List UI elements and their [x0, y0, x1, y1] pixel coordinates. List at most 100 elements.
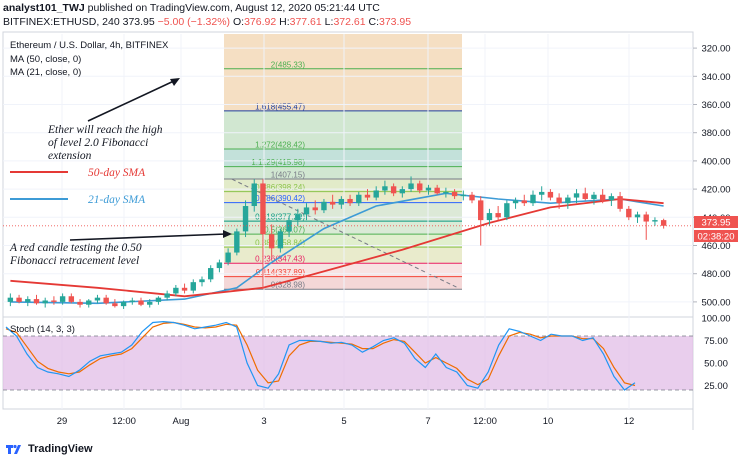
candle-up — [94, 297, 101, 301]
candle-up — [486, 213, 493, 221]
open-label: O: — [232, 16, 245, 28]
countdown-tag — [694, 230, 738, 242]
candle-down — [33, 299, 40, 304]
candle-down — [138, 300, 144, 305]
annotation-top-arrow — [87, 79, 177, 122]
candle-down — [268, 234, 275, 249]
candle-down — [660, 220, 667, 226]
candle-up — [512, 200, 519, 204]
sma50-legend-label: 50-day SMA — [88, 167, 146, 179]
candle-down — [451, 191, 458, 197]
fib-level-label: 1(407.15) — [271, 171, 306, 180]
fib-level-label: 1.618(455.47) — [255, 102, 305, 111]
fib-level-label: 0.5(368.07) — [264, 226, 305, 235]
y-tick-label: 320.00 — [701, 44, 730, 55]
candle-down — [417, 183, 423, 191]
y-tick-label: 400.00 — [701, 156, 730, 167]
x-tick-label: 29 — [57, 416, 68, 427]
candle-up — [251, 183, 257, 207]
candle-down — [103, 297, 109, 304]
fibonacci-extension[interactable]: 2(485.33) 1.618(455.47) 1.272(428.42) 1.112… — [224, 34, 462, 290]
candle-up — [129, 300, 136, 302]
candle-up — [382, 186, 388, 191]
publish-date-text: published on TradingView.com, August 12,… — [84, 2, 380, 14]
high-value: 377.61 — [289, 16, 322, 28]
candle-down — [16, 297, 22, 302]
candle-up — [321, 201, 327, 211]
candle-up — [207, 268, 214, 280]
candle-up — [234, 231, 240, 253]
candle-down — [181, 287, 188, 291]
annotation-bottom: A red candle testing the 0.50 Fibonacci … — [9, 242, 142, 267]
candle-up — [565, 197, 571, 204]
stoch-band — [3, 336, 693, 390]
fib-level-label: 1.272(428.42) — [255, 141, 305, 150]
sma50-line — [10, 198, 664, 298]
candle-up — [42, 300, 48, 304]
y-tick-label: 480.00 — [701, 269, 730, 280]
candle-down — [68, 296, 75, 302]
stoch-y-tick-label: 75.00 — [704, 336, 728, 347]
annotation-top: Ether will reach the high of level 2.0 F… — [47, 124, 163, 162]
last-price-tag-text: 373.95 — [701, 218, 730, 229]
publish-info: analyst101_TWJ published on TradingView.… — [3, 2, 740, 14]
fib-zone — [224, 149, 462, 167]
candle-down — [51, 300, 57, 302]
annotation-top-line3: extension — [48, 150, 92, 162]
close-value: 373.95 — [378, 16, 412, 28]
fib-zone — [224, 191, 462, 203]
candle-up — [120, 301, 127, 307]
candle-down — [112, 303, 118, 307]
candle-up — [399, 189, 406, 194]
candle-down — [347, 198, 353, 204]
stoch-y-tick-label: 100.00 — [701, 314, 730, 325]
fib-zone — [224, 202, 462, 222]
fib-level-label: 0.114(337.89) — [256, 268, 306, 277]
y-tick-label: 380.00 — [701, 128, 730, 139]
candle-down — [312, 207, 318, 211]
candle-up — [277, 231, 284, 249]
low-label: L: — [324, 16, 334, 28]
low-value: 372.61 — [333, 16, 366, 28]
close-label: C: — [368, 16, 379, 28]
candle-down — [617, 196, 623, 209]
candle-up — [86, 300, 92, 305]
y-tick-label: 360.00 — [701, 100, 730, 111]
candle-up — [425, 187, 432, 191]
candle-down — [582, 193, 588, 199]
candle-up — [295, 214, 301, 221]
candle-up — [173, 287, 179, 294]
candle-down — [547, 191, 554, 198]
annotation-top-line1: Ether will reach the high — [47, 124, 163, 136]
ma50-legend: MA (50, close, 0) — [10, 54, 81, 65]
candle-up — [356, 194, 362, 204]
candle-down — [390, 186, 397, 194]
stoch-y-tick-label: 50.00 — [704, 359, 728, 370]
tradingview-logo-icon — [6, 444, 21, 454]
candle-up — [538, 191, 545, 195]
candle-down — [521, 200, 527, 204]
countdown-tag-text: 02:38:20 — [698, 232, 735, 243]
price-change: −5.00 (−1.32%) — [157, 16, 231, 28]
candle-up — [504, 203, 510, 218]
fib-level-label: 0(328.98) — [271, 281, 306, 290]
x-tick-label: 5 — [341, 416, 346, 427]
candle-up — [652, 220, 658, 222]
tradingview-logo[interactable]: TradingView — [6, 443, 93, 455]
tradingview-logo-text: TradingView — [28, 443, 93, 455]
y-tick-label: 500.00 — [701, 297, 730, 308]
last-price-tag — [694, 216, 738, 228]
candle-up — [164, 293, 170, 298]
candle-down — [434, 187, 440, 194]
candle-up — [155, 297, 162, 302]
candle-down — [260, 183, 266, 235]
author-name[interactable]: analyst101_TWJ — [3, 2, 85, 14]
candle-down — [478, 200, 484, 221]
candle-up — [199, 279, 205, 283]
fib-level-label: 2(485.33) — [271, 60, 306, 69]
symbol-ohlc-line: BITFINEX:ETHUSD, 240 373.95 −5.00 (−1.32… — [3, 16, 740, 28]
fib-zone — [224, 247, 462, 264]
candle-up — [408, 183, 414, 190]
arrowhead-icon — [170, 78, 180, 86]
